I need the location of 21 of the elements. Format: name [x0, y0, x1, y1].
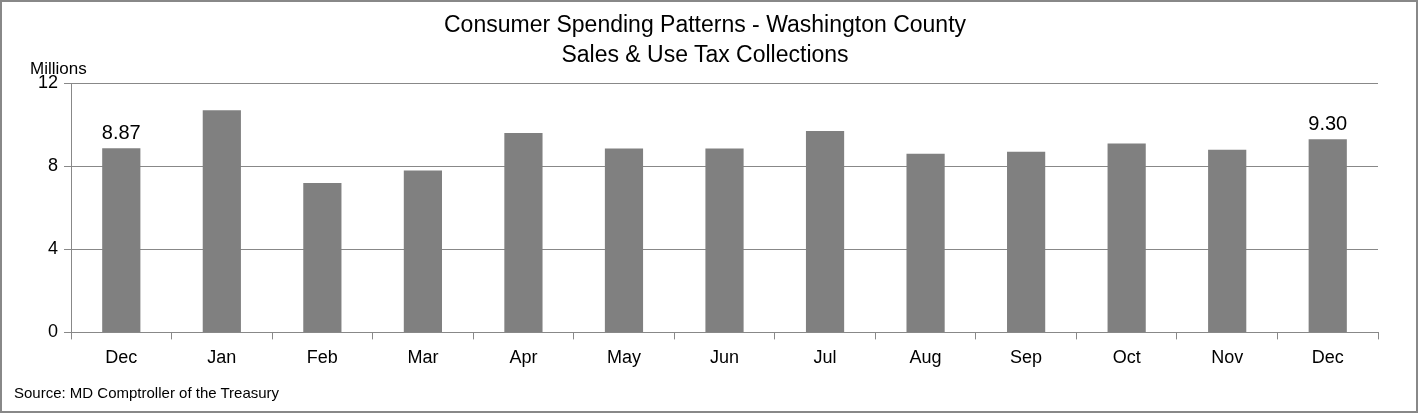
- x-tick-label: Feb: [306, 347, 338, 368]
- y-tick-label: 4: [48, 238, 59, 259]
- x-tick-label: Nov: [1211, 347, 1244, 368]
- x-tick-label: Dec: [105, 347, 138, 368]
- x-tick-label: Mar: [407, 347, 439, 368]
- x-tick-label: Aug: [909, 347, 942, 368]
- data-label: 9.30: [1308, 111, 1348, 134]
- x-tick-label: Apr: [509, 347, 538, 368]
- x-tick-label: Jun: [710, 347, 740, 368]
- chart-subtitle: Sales & Use Tax Collections: [561, 40, 849, 67]
- x-tick-label: May: [606, 347, 641, 368]
- x-tick-label: Jan: [207, 347, 237, 368]
- data-label: 8.87: [101, 120, 141, 143]
- source-note: Source: MD Comptroller of the Treasury: [14, 384, 280, 401]
- x-tick-label: Jul: [813, 347, 837, 368]
- x-tick-label: Dec: [1311, 347, 1344, 368]
- y-tick-label: 8: [48, 155, 59, 176]
- x-tick-label: Sep: [1010, 347, 1043, 368]
- chart-title: Consumer Spending Patterns - Washington County: [443, 11, 967, 38]
- y-tick-label: 0: [48, 321, 59, 342]
- x-tick-label: Oct: [1112, 347, 1141, 368]
